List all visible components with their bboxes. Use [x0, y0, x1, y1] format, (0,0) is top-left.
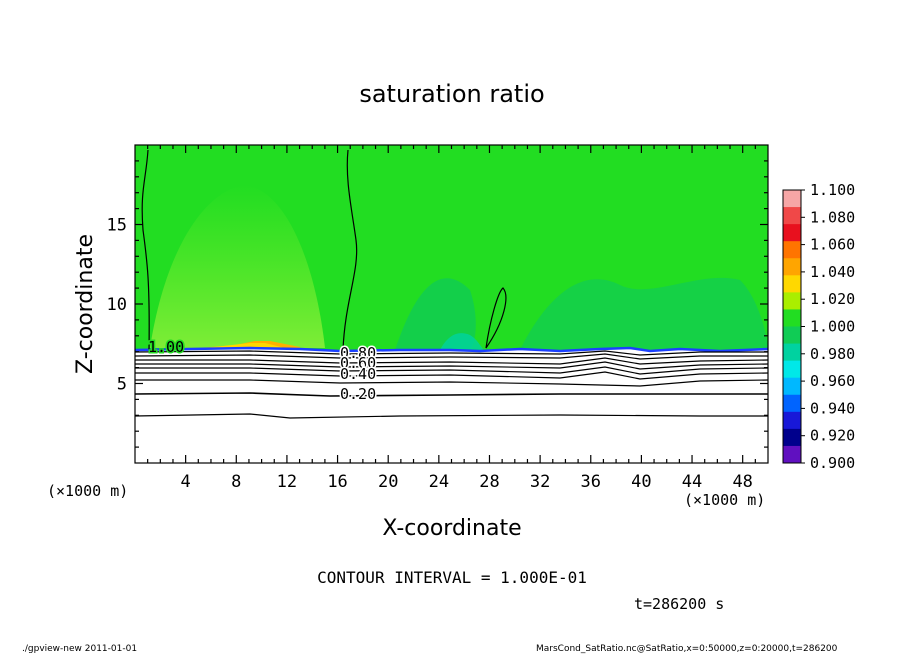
- axis-ticks: [135, 145, 768, 463]
- plume-region: [150, 185, 325, 348]
- boundary-line: [135, 346, 768, 353]
- contour-0-40: [135, 371, 768, 380]
- subsaturated-region: [135, 348, 768, 463]
- colorbar-label: 1.080: [810, 208, 855, 226]
- colorbar-segment: [783, 428, 801, 447]
- contour-1-00-loop: [485, 287, 507, 349]
- x-tick-label: 40: [631, 472, 651, 492]
- colorbar-segment: [783, 190, 801, 208]
- x-axis-label: X-coordinate: [382, 516, 521, 541]
- x-tick-label: 48: [732, 472, 752, 492]
- contour-1-00: [141, 149, 150, 351]
- colorbar-segment: [783, 241, 801, 259]
- footer-left: ./gpview-new 2011-01-01: [22, 644, 137, 654]
- colorbar-segment: [783, 394, 801, 413]
- colorbar-label: 1.000: [810, 318, 855, 336]
- colorbar-segment: [783, 207, 801, 225]
- contour-0-30: [135, 379, 768, 387]
- x-tick-label: 36: [581, 472, 601, 492]
- contour-0-20: [135, 392, 768, 397]
- colorbar-label: 1.100: [810, 181, 855, 199]
- colorbar-labels: 1.100 1.080 1.060 1.040 1.020 1.000 0.980 0.960…: [810, 181, 855, 472]
- y-axis-unit: (×1000 m): [47, 482, 128, 500]
- colorbar-segment: [783, 224, 801, 242]
- x-tick-label: 44: [682, 472, 702, 492]
- y-tick-label: 5: [117, 375, 127, 395]
- chart-title: saturation ratio: [359, 80, 544, 108]
- x-tick-label: 28: [479, 472, 499, 492]
- colorbar-label: 0.940: [810, 399, 855, 417]
- contour-label: 0.60: [340, 354, 376, 372]
- contour-0-60: [135, 361, 768, 370]
- x-axis-unit: (×1000 m): [684, 491, 765, 509]
- contour-interval-text: CONTOUR INTERVAL = 1.000E-01: [317, 568, 587, 587]
- contour-label: 0.20: [340, 385, 376, 403]
- x-tick-labels: 4 8 12 16 20 24 28 32 36 40 44 48: [181, 472, 753, 492]
- colorbar-segment: [783, 411, 801, 430]
- x-tick-label: 24: [429, 472, 449, 492]
- x-tick-label: 16: [327, 472, 347, 492]
- colorbar-label: 0.980: [810, 345, 855, 363]
- y-tick-label: 10: [107, 295, 127, 315]
- colorbar: [782, 189, 805, 464]
- y-tick-labels: 5 10 15: [107, 216, 127, 395]
- contour-label: 0.80: [340, 344, 376, 362]
- contour-0-10: [135, 413, 768, 419]
- contour-lines: [135, 149, 768, 419]
- y-axis-label: Z-coordinate: [73, 234, 98, 374]
- plot-area: 1.00 0.80 0.60 0.40 0.20: [135, 145, 768, 463]
- time-text: t=286200 s: [634, 595, 724, 613]
- colorbar-segment: [783, 445, 801, 464]
- colorbar-segment: [783, 377, 801, 396]
- colorbar-label: 0.900: [810, 454, 855, 472]
- colorbar-segment: [783, 275, 801, 293]
- x-tick-label: 12: [277, 472, 297, 492]
- x-tick-label: 8: [231, 472, 241, 492]
- contour-1-00-b: [342, 149, 358, 351]
- colorbar-label: 0.960: [810, 372, 855, 390]
- colorbar-segment: [783, 258, 801, 276]
- contour-0-50: [135, 366, 768, 375]
- contour-0-90: [135, 350, 768, 356]
- y-tick-label: 15: [107, 216, 127, 236]
- teal-patch-b: [520, 277, 768, 350]
- contour-label: 0.40: [340, 365, 376, 383]
- yellow-patch: [205, 343, 285, 348]
- x-tick-label: 32: [530, 472, 550, 492]
- teal-patch-a: [395, 278, 476, 350]
- contour-label: 1.00: [148, 338, 184, 356]
- x-tick-label: 4: [181, 472, 191, 492]
- colorbar-label: 1.060: [810, 236, 855, 254]
- colorbar-segment: [783, 326, 801, 345]
- x-tick-label: 20: [378, 472, 398, 492]
- colorbar-segment: [783, 343, 801, 362]
- contour-0-70: [135, 357, 768, 365]
- colorbar-segment: [783, 360, 801, 379]
- colorbar-label: 0.920: [810, 427, 855, 445]
- footer-right: MarsCond_SatRatio.nc@SatRatio,x=0:50000,…: [536, 644, 838, 654]
- teal-patch-c: [440, 333, 484, 350]
- colorbar-label: 1.040: [810, 263, 855, 281]
- colorbar-segment: [783, 309, 801, 327]
- contour-0-80: [135, 353, 768, 360]
- colorbar-label: 1.020: [810, 290, 855, 308]
- colorbar-segment: [783, 292, 801, 310]
